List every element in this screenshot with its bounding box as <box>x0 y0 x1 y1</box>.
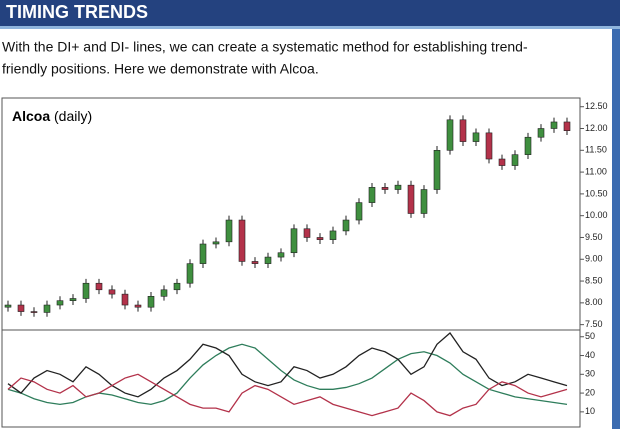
candle-body <box>17 304 25 312</box>
chart-frame <box>1 97 581 428</box>
candle-body <box>160 289 168 297</box>
candle-body <box>212 241 220 245</box>
candle-body <box>329 230 337 240</box>
candle-body <box>394 184 402 190</box>
indicator-line <box>7 373 568 417</box>
y-tick-label: 12.50 <box>585 101 608 111</box>
y-tick-label: 9.00 <box>585 254 603 264</box>
candle-body <box>485 132 493 160</box>
candle-body <box>225 219 233 243</box>
candle-body <box>56 300 64 306</box>
candle-body <box>238 219 246 262</box>
body-line: With the DI+ and DI- lines, we can creat… <box>2 39 528 55</box>
candle-body <box>4 304 12 308</box>
candle-body <box>498 158 506 166</box>
candle-body <box>511 154 519 166</box>
candle-body <box>550 121 558 129</box>
candle-body <box>186 263 194 284</box>
y-tick-label: 7.50 <box>585 319 603 329</box>
y-tick-label: 11.50 <box>585 145 607 155</box>
candle-body <box>316 237 324 240</box>
candle-body <box>537 128 545 138</box>
candle-body <box>147 296 155 308</box>
candle-body <box>43 304 51 313</box>
candle-body <box>524 136 532 155</box>
candle-body <box>199 243 207 264</box>
candle-body <box>134 304 142 308</box>
y-tick-label: 10 <box>585 406 595 416</box>
y-tick-label: 20 <box>585 387 595 397</box>
y-tick-label: 40 <box>585 350 595 360</box>
header-rule <box>0 26 620 29</box>
candle-body <box>420 189 428 214</box>
header-band <box>0 0 620 26</box>
candle-body <box>303 228 311 238</box>
candle-body <box>95 282 103 291</box>
candle-body <box>173 282 181 291</box>
indicator-line <box>7 332 568 398</box>
candle-body <box>290 228 298 254</box>
candle-body <box>433 150 441 190</box>
y-tick-label: 8.50 <box>585 275 603 285</box>
candle-body <box>355 202 363 221</box>
y-tick-label: 10.00 <box>585 210 608 220</box>
y-tick-label: 11.00 <box>585 166 607 176</box>
side-stripe <box>612 29 620 429</box>
candle-body <box>407 184 415 214</box>
candle-body <box>264 256 272 264</box>
y-tick-label: 50 <box>585 331 595 341</box>
candle-body <box>69 298 77 301</box>
y-tick-label: 9.50 <box>585 232 603 242</box>
y-tick-label: 10.50 <box>585 188 608 198</box>
candle-body <box>121 293 129 306</box>
candle-body <box>108 289 116 295</box>
candle-body <box>381 187 389 190</box>
candle-body <box>459 119 467 142</box>
candle-body <box>446 119 454 151</box>
candle-body <box>563 121 571 131</box>
candle-body <box>472 132 480 142</box>
chart-subtitle: (daily) <box>54 108 92 124</box>
y-tick-label: 12.00 <box>585 123 608 133</box>
y-tick-label: 8.00 <box>585 297 603 307</box>
candle-body <box>30 311 38 313</box>
y-tick-label: 30 <box>585 369 595 379</box>
chart-title: Alcoa <box>12 108 50 124</box>
body-line: friendly positions. Here we demonstrate … <box>2 61 319 77</box>
candle-body <box>251 261 259 264</box>
candle-body <box>82 282 90 299</box>
candle-body <box>342 219 350 232</box>
header-title: TIMING TRENDS <box>6 2 148 22</box>
candle-body <box>368 187 376 203</box>
chart-title: Alcoa (daily) <box>12 108 92 124</box>
candle-body <box>277 252 285 258</box>
